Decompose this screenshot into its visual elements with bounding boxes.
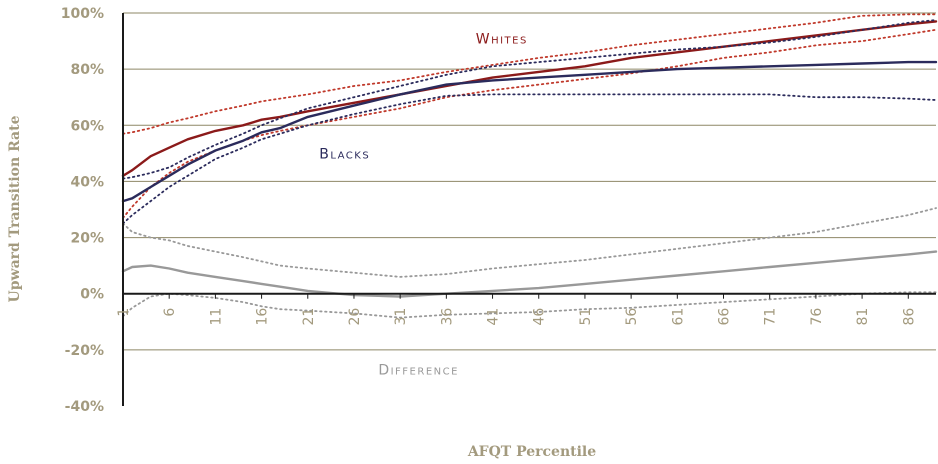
x-tick-label: 51 [578, 308, 594, 326]
series-lines [121, 13, 938, 319]
x-tick-label: 16 [255, 308, 271, 326]
series-line-difference_ci_upper [122, 207, 937, 278]
x-tick-label: 31 [393, 308, 409, 326]
y-tick-labels: 100% 80% 60% 40% 20% 0% -20% -40% [61, 6, 104, 415]
series-line-whites_ci_lower [122, 28, 937, 219]
x-tick-label: 11 [208, 308, 224, 326]
x-tick-label: 76 [809, 308, 825, 326]
y-tick-label: 0% [80, 287, 104, 303]
x-tick-labels: 1 6 11 16 21 26 31 36 41 46 51 56 61 66 71 76 81 86 [116, 308, 917, 326]
x-tick-label: 81 [855, 308, 871, 326]
y-tick-label: -40% [65, 399, 104, 415]
series-line-whites [121, 20, 938, 178]
axes [122, 13, 936, 406]
x-tick-label: 21 [301, 308, 317, 326]
series-annotations: Whites Blacks Difference [319, 31, 528, 379]
x-tick-label: 6 [162, 308, 178, 317]
annotation-whites: Whites [476, 31, 528, 47]
series-line-whites_ci_upper [122, 13, 937, 135]
y-axis-label: Upward Transition Rate [7, 115, 23, 302]
x-tick-label: 46 [532, 308, 548, 326]
x-tick-label: 61 [670, 308, 686, 326]
y-tick-label: 20% [70, 231, 104, 247]
y-tick-label: 40% [70, 174, 104, 190]
x-axis-label: AFQT Percentile [467, 444, 596, 460]
x-tick-label: 66 [717, 308, 733, 326]
y-tick-label: 80% [70, 62, 104, 78]
y-tick-label: 60% [70, 118, 104, 134]
x-tick-label: 41 [486, 308, 502, 326]
y-tick-label: 100% [61, 6, 104, 22]
series-line-difference [121, 250, 938, 298]
annotation-blacks: Blacks [319, 146, 370, 162]
series-line-blacks_ci_upper [122, 19, 937, 180]
x-tick-label: 56 [624, 308, 640, 326]
x-tick-label: 1 [116, 308, 132, 317]
series-line-blacks [121, 60, 938, 203]
x-tick-label: 86 [901, 308, 917, 326]
x-tick-label: 26 [347, 308, 363, 326]
x-tick-label: 36 [439, 308, 455, 326]
x-tick-label: 71 [763, 308, 779, 326]
y-tick-label: -20% [65, 343, 104, 359]
series-line-blacks_ci_lower [122, 93, 937, 225]
annotation-difference: Difference [378, 363, 459, 379]
